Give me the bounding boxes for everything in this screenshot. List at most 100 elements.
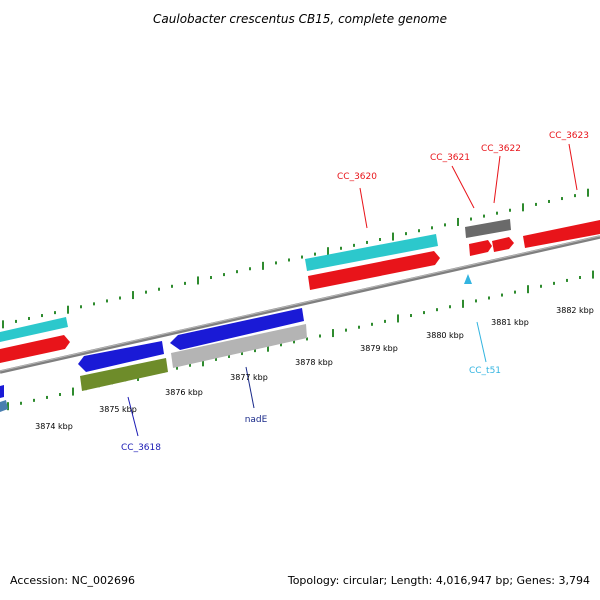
tick-mark-lower (501, 293, 503, 297)
tick-mark-upper (41, 314, 43, 318)
tick-track-upper (2, 188, 589, 329)
tick-mark-upper (210, 276, 212, 280)
tick-mark-upper (405, 232, 407, 236)
tick-mark-lower (228, 354, 230, 358)
accession-text: Accession: NC_002696 (10, 574, 136, 587)
tick-mark-lower (514, 290, 516, 294)
tick-mark-upper (262, 261, 264, 270)
tick-mark-upper (509, 208, 511, 212)
tick-mark-upper (431, 226, 433, 230)
tick-mark-upper (80, 305, 82, 309)
gene-blue-nade (170, 308, 304, 350)
tick-mark-lower (345, 328, 347, 332)
tick-mark-upper (444, 223, 446, 227)
leader-nade (245, 366, 255, 409)
gene-gray (171, 324, 307, 368)
scale-label-3877: 3877 kbp (230, 373, 268, 382)
gene-red-cc3622 (492, 237, 514, 252)
tick-mark-upper (548, 199, 550, 203)
tick-mark-lower (306, 337, 308, 341)
tick-mark-lower (449, 305, 451, 309)
gene-partial-left-steel (0, 400, 8, 412)
tick-mark-lower (579, 276, 581, 279)
scale-label-3879: 3879 kbp (360, 344, 398, 353)
tick-mark-upper (67, 305, 69, 314)
scale-label-3881: 3881 kbp (491, 318, 529, 327)
tick-mark-upper (496, 211, 498, 215)
tick-mark-upper (483, 214, 485, 218)
tick-mark-lower (46, 395, 48, 399)
tick-mark-upper (379, 238, 381, 241)
scale-label-3876: 3876 kbp (165, 388, 203, 397)
tick-mark-upper (470, 217, 472, 221)
tick-mark-upper (249, 267, 251, 271)
tick-mark-upper (353, 243, 355, 247)
tick-mark-lower (7, 402, 9, 411)
tick-mark-lower (488, 296, 490, 300)
tick-mark-upper (327, 247, 329, 256)
tick-mark-lower (332, 329, 334, 338)
tick-mark-lower (280, 343, 282, 347)
scale-label-3875: 3875 kbp (99, 405, 137, 414)
tick-mark-upper (106, 299, 108, 303)
genome-summary-text: Topology: circular; Length: 4,016,947 bp… (287, 574, 590, 587)
gene-label-nade: nadE (245, 415, 268, 425)
genome-backbone-highlight (0, 235, 600, 372)
tick-mark-lower (566, 278, 568, 282)
gene-red-cc3623 (523, 220, 600, 248)
tick-mark-upper (574, 194, 576, 198)
tick-mark-lower (553, 281, 555, 285)
tick-mark-upper (392, 232, 394, 241)
tick-mark-lower (397, 314, 399, 323)
tick-mark-lower (267, 343, 269, 352)
tick-mark-upper (522, 203, 524, 212)
scale-label-3880: 3880 kbp (426, 331, 464, 340)
tick-mark-lower (20, 401, 22, 405)
tick-mark-lower (241, 352, 243, 356)
tick-mark-lower (59, 393, 61, 396)
tick-mark-lower (371, 322, 373, 326)
gene-label-cc3623: CC_3623 (549, 131, 589, 141)
leader-cct51 (476, 321, 487, 363)
tick-mark-upper (418, 229, 420, 233)
tick-mark-lower (202, 358, 204, 367)
tick-mark-upper (28, 316, 30, 320)
tick-mark-upper (171, 284, 173, 288)
tick-mark-upper (197, 276, 199, 285)
tick-mark-upper (119, 296, 121, 300)
tick-mark-upper (223, 273, 225, 277)
tick-mark-lower (527, 285, 529, 294)
leader-cc3618 (127, 396, 139, 437)
tick-mark-lower (358, 325, 360, 329)
leader-cc3620 (359, 187, 368, 229)
tick-mark-lower (410, 314, 412, 318)
gene-label-cct51: CC_t51 (469, 366, 501, 376)
tick-mark-lower (475, 299, 477, 303)
scale-label-3882: 3882 kbp (556, 306, 594, 315)
map-title: Caulobacter crescentus CB15, complete ge… (153, 12, 447, 26)
tick-mark-lower (176, 366, 178, 370)
gene-label-cc3620: CC_3620 (337, 172, 377, 182)
tick-mark-lower (540, 284, 542, 288)
tick-mark-lower (319, 334, 321, 338)
gene-label-cc3621: CC_3621 (430, 153, 470, 163)
tick-mark-lower (462, 299, 464, 308)
tick-mark-upper (340, 246, 342, 250)
tick-mark-upper (314, 252, 316, 256)
scale-label-3878: 3878 kbp (295, 358, 333, 367)
tick-mark-upper (93, 302, 95, 306)
trna-marker (464, 274, 472, 284)
tick-mark-upper (587, 188, 589, 197)
gene-dark-gray (465, 219, 511, 238)
tick-mark-upper (535, 202, 537, 206)
tick-track-lower (7, 270, 594, 411)
gene-cyan-cc3620 (305, 234, 438, 271)
tick-mark-lower (189, 363, 191, 367)
gene-red-cc3620 (308, 251, 440, 290)
gene-olive (80, 358, 168, 391)
tick-mark-upper (132, 291, 134, 300)
tick-mark-lower (592, 270, 594, 279)
tick-mark-upper (184, 281, 186, 285)
tick-mark-lower (293, 340, 295, 344)
